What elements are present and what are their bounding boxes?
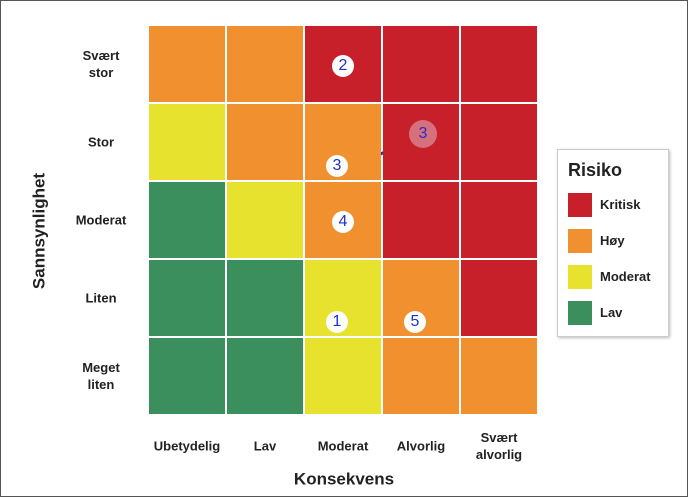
legend-label: Moderat	[600, 269, 651, 284]
cell	[461, 104, 537, 180]
cell	[305, 338, 381, 414]
cell	[383, 338, 459, 414]
legend-label: Kritisk	[600, 197, 641, 212]
legend-swatch	[568, 229, 592, 253]
column-label: Ubetydelig	[153, 438, 221, 454]
column-label: Svært alvorlig	[475, 430, 523, 462]
cell	[149, 104, 225, 180]
risk-marker: 3	[326, 155, 348, 177]
legend-title: Risiko	[568, 160, 623, 180]
cell	[149, 182, 225, 258]
cell	[383, 26, 459, 102]
row-label: Svært stor	[82, 48, 120, 80]
cell	[227, 26, 303, 102]
legend-label: Lav	[600, 305, 623, 320]
cell	[461, 338, 537, 414]
row-label: Meget liten	[82, 360, 120, 392]
legend: Risiko Kritisk Høy Moderat Lav	[557, 149, 669, 337]
legend-swatch	[568, 265, 592, 289]
column-label: Lav	[253, 438, 277, 454]
cell	[227, 260, 303, 336]
risk-marker: 2	[332, 55, 354, 77]
cell	[461, 26, 537, 102]
cell	[383, 182, 459, 258]
cell	[461, 182, 537, 258]
risk-marker: 5	[404, 311, 426, 333]
cell	[227, 338, 303, 414]
row-label: Liten	[85, 290, 117, 306]
cell	[149, 338, 225, 414]
risk-marker: 1	[326, 311, 348, 333]
x-axis-label: Konsekvens	[293, 469, 395, 489]
row-label: Moderat	[75, 212, 127, 228]
column-label: Alvorlig	[396, 438, 446, 454]
risk-marker: 3	[409, 120, 437, 148]
cell	[227, 104, 303, 180]
legend-label: Høy	[600, 233, 625, 248]
legend-swatch	[568, 193, 592, 217]
column-label: Moderat	[317, 438, 369, 454]
row-label: Stor	[88, 134, 114, 150]
cell	[227, 182, 303, 258]
cell	[149, 26, 225, 102]
legend-swatch	[568, 301, 592, 325]
cell	[149, 260, 225, 336]
risk-marker: 4	[332, 211, 354, 233]
cell	[461, 260, 537, 336]
